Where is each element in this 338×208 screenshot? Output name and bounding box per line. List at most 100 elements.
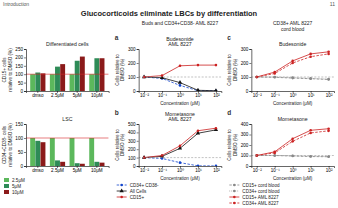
legend-label-line: 10μM: [12, 190, 24, 195]
y-tick-label: 200: [241, 143, 249, 148]
y-tick-label: 50: [18, 81, 24, 86]
y-axis-title-line: relative to DMSO (%): [8, 123, 13, 167]
y-tick: 50: [18, 81, 26, 86]
y-axis-title-line: Cells relative to: [115, 129, 120, 161]
panel-letter-line: a: [115, 34, 119, 41]
marker: [327, 155, 330, 158]
x-axis: 10⁻²10⁻¹10⁰10¹10²: [252, 91, 335, 98]
panel-letter: a: [115, 34, 119, 41]
legend-swatch: [229, 185, 239, 186]
x-tick: 10⁻¹: [158, 91, 168, 98]
line: [257, 52, 329, 77]
marker: [291, 140, 294, 143]
y-tick-label: 50: [18, 150, 24, 155]
bar: [70, 74, 75, 91]
y-tick-mark: [137, 91, 139, 92]
x-tick-label: 2.5μM: [51, 93, 64, 98]
panel-letter-line: d: [227, 109, 231, 116]
y-tick-label: 100: [241, 75, 249, 80]
y-axis: 0 50 100 150: [15, 122, 26, 169]
y-label-group: Cells relative toDMSO (%): [115, 54, 126, 86]
bar: [94, 162, 99, 166]
reference-line: [26, 74, 109, 75]
plot-background: [139, 49, 222, 91]
plot-background: [251, 124, 334, 166]
marker: [309, 129, 312, 132]
marker: [142, 75, 146, 79]
panel-letter-line: b: [115, 109, 119, 116]
y-tick-mark: [137, 124, 139, 125]
y-tick-label: 100: [128, 156, 136, 161]
y-label-group: CD15+ cellsrelative to DMSO (%): [2, 48, 13, 92]
x-tick: 10⁻²: [253, 91, 263, 98]
marker: [309, 53, 312, 56]
x-tick-label: 5μM: [73, 168, 82, 173]
y-label-group: CD34+CD38- cellsrelative to DMSO (%): [2, 123, 13, 167]
y-axis-title: CD15+ cellsrelative to DMSO (%): [2, 48, 13, 92]
marks: [26, 138, 109, 166]
x-tick-label: 10⁰: [177, 168, 184, 173]
x-tick-label: 10¹: [308, 168, 315, 173]
chart-title-line: AML 8227: [168, 116, 192, 122]
y-tick-mark: [249, 156, 251, 157]
marker: [179, 161, 182, 164]
x-tick-label: 10²: [213, 168, 220, 173]
x-axis-title-line: Concentration (μM): [160, 176, 200, 181]
bar: [89, 74, 94, 91]
y-tick: 300: [128, 139, 139, 144]
plot: 050100150200250dmso2.5μM5μM10μM: [15, 47, 109, 98]
legend: CD15+ cord bloodCD34+ cord bloodCD15+ AM…: [229, 183, 280, 206]
marker: [214, 88, 218, 91]
y-tick: 150: [15, 122, 26, 127]
y-tick-label: 250: [15, 47, 23, 52]
chart-title-line: Differentiated cells: [46, 41, 89, 47]
legend-label: CD15+ AML 8227: [242, 195, 279, 200]
marker: [161, 74, 164, 77]
reference-line: [251, 155, 334, 156]
y-tick: 0: [20, 164, 26, 169]
y-tick-label: 200: [241, 61, 249, 66]
x-axis-title: Concentration (μM): [273, 101, 313, 106]
y-tick-mark: [249, 145, 251, 146]
bar: [94, 58, 99, 91]
x-tick-label: 10²: [326, 93, 333, 98]
x-tick: 10¹: [195, 91, 202, 98]
legend-label-line: CD34+ CD38-: [130, 183, 159, 188]
x-tick-label: dmso: [32, 168, 44, 173]
y-tick-label: 400: [128, 130, 136, 135]
marker: [197, 64, 200, 67]
legend: 2.5μM5μM10μM: [4, 178, 25, 195]
legend-label-line: CD34+ cord blood: [242, 189, 280, 194]
y-tick: 0: [246, 89, 252, 94]
y-tick: 400: [241, 122, 252, 127]
marker: [327, 130, 330, 133]
marks: [251, 127, 334, 158]
axis-line: [24, 50, 27, 92]
legend-label-line: CD15+: [130, 195, 145, 200]
x-tick: 10²: [326, 166, 333, 173]
marks: [251, 51, 334, 81]
y-tick: 100: [241, 153, 252, 158]
legend-item: CD34+ CD38-: [117, 183, 159, 188]
marker: [215, 64, 218, 67]
y-axis-title-line: DMSO (%): [120, 133, 125, 156]
marker: [327, 78, 330, 81]
marks: [26, 57, 109, 91]
x-tick-label: 10⁻²: [140, 168, 150, 173]
marker: [179, 84, 182, 87]
bar: [80, 164, 85, 166]
chart-title: Budesonide: [279, 41, 307, 47]
bar: [75, 61, 80, 91]
y-tick: 100: [15, 72, 26, 77]
y-label-group: Cells relative toDMSO (%): [115, 129, 126, 161]
legend-label: 10μM: [12, 190, 24, 195]
chart-title-line: AML 8227: [168, 41, 192, 47]
bar: [89, 138, 94, 166]
y-tick-label: 100: [15, 136, 23, 141]
y-tick: 50: [18, 150, 26, 155]
y-tick-label: 500: [128, 122, 136, 127]
axis-line: [24, 125, 27, 167]
line: [257, 77, 329, 79]
chart-title: BudesonideAML 8227: [166, 36, 194, 48]
bar: [60, 162, 65, 166]
